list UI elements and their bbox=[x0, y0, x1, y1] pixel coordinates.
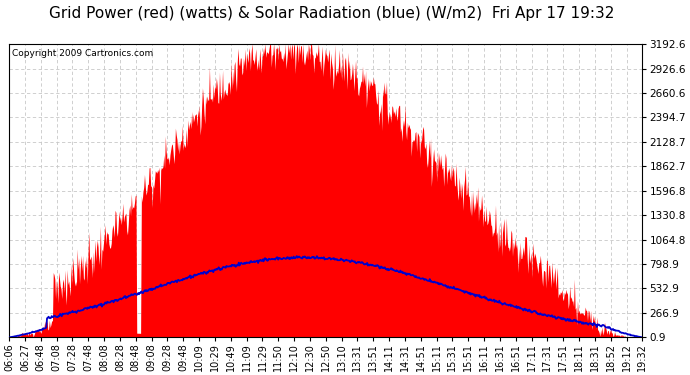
Text: Copyright 2009 Cartronics.com: Copyright 2009 Cartronics.com bbox=[12, 49, 154, 58]
Text: Grid Power (red) (watts) & Solar Radiation (blue) (W/m2)  Fri Apr 17 19:32: Grid Power (red) (watts) & Solar Radiati… bbox=[48, 6, 614, 21]
